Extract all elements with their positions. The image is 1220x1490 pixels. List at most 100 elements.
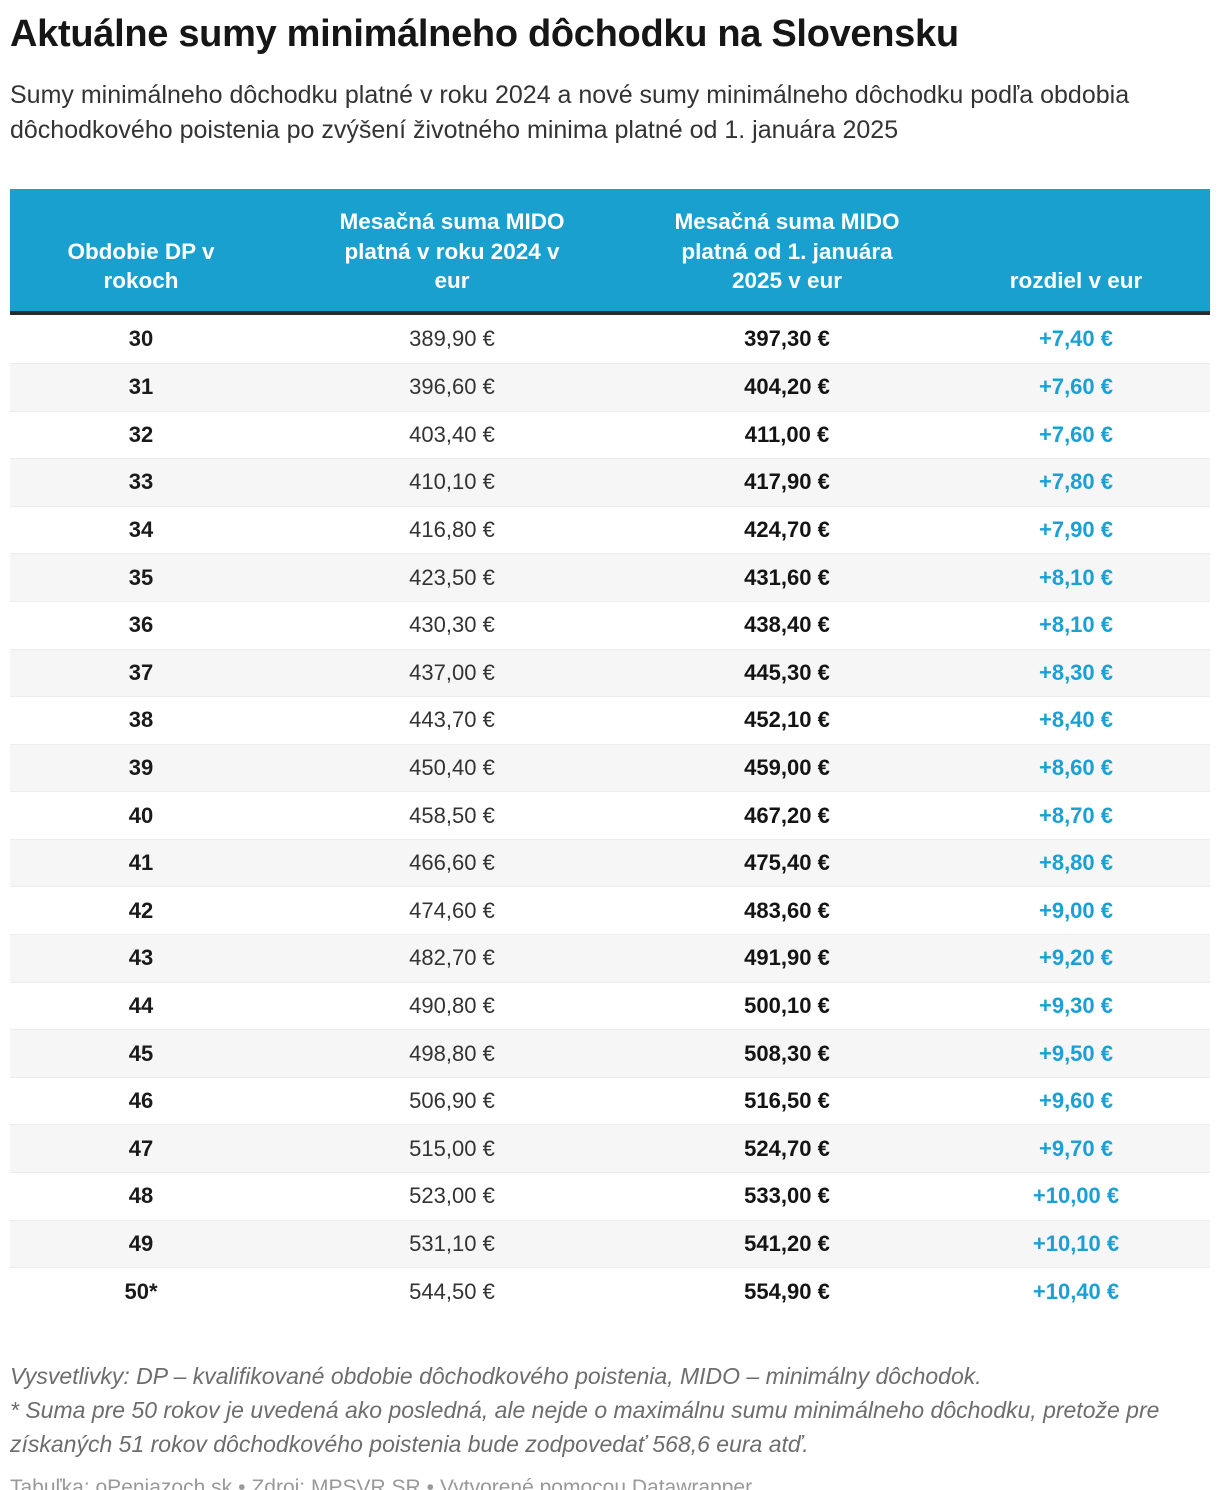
cell-sum-2025: 483,60 € — [744, 897, 830, 923]
cell-sum-2025: 516,50 € — [744, 1088, 830, 1114]
cell-sum-2025: 411,00 € — [744, 421, 830, 447]
table-row: 45 498,80 € 508,30 € +9,50 € — [10, 1029, 1210, 1077]
cell-sum-2024: 515,00 € — [409, 1135, 495, 1161]
table-row: 32 403,40 € 411,00 € +7,60 € — [10, 410, 1210, 459]
table-row: 42 474,60 € 483,60 € +9,00 € — [10, 886, 1210, 934]
cell-years: 41 — [128, 850, 154, 876]
cell-sum-2025: 475,40 € — [744, 850, 830, 876]
cell-years: 49 — [128, 1230, 154, 1256]
cell-diff: +9,20 € — [1038, 945, 1113, 971]
cell-years: 43 — [128, 945, 154, 971]
cell-sum-2024: 506,90 € — [409, 1088, 495, 1114]
cell-sum-2025: 438,40 € — [744, 612, 830, 638]
cell-diff: +9,60 € — [1038, 1088, 1113, 1114]
table-header-row: Obdobie DP v rokoch Mesačná suma MIDO pl… — [10, 188, 1210, 316]
table-row: 31 396,60 € 404,20 € +7,60 € — [10, 362, 1210, 411]
cell-diff: +7,40 € — [1038, 326, 1113, 352]
cell-sum-2024: 396,60 € — [409, 374, 495, 400]
table-row: 36 430,30 € 438,40 € +8,10 € — [10, 600, 1210, 649]
cell-diff: +10,00 € — [1032, 1183, 1120, 1209]
attribution-line: Tabuľka: oPeniazoch.sk • Zdroj: MPSVR SR • V… — [10, 1473, 1210, 1490]
table-row: 35 423,50 € 431,60 € +8,10 € — [10, 553, 1210, 601]
cell-years: 35 — [128, 564, 154, 590]
cell-diff: +8,10 € — [1038, 612, 1113, 638]
cell-years: 33 — [128, 469, 154, 495]
cell-sum-2024: 403,40 € — [409, 421, 495, 447]
cell-sum-2024: 458,50 € — [409, 802, 495, 828]
cell-sum-2024: 389,90 € — [409, 326, 495, 352]
cell-years: 30 — [128, 326, 154, 352]
table-row: 50* 544,50 € 554,90 € +10,40 € — [10, 1267, 1210, 1315]
cell-years: 46 — [128, 1088, 154, 1114]
cell-diff: +9,50 € — [1038, 1040, 1113, 1066]
cell-years: 48 — [128, 1183, 154, 1209]
column-header-sum-2024: Mesačná suma MIDO platná v roku 2024 v e… — [272, 207, 632, 297]
column-header-sum-2024-label: Mesačná suma MIDO platná v roku 2024 v e… — [339, 208, 565, 294]
table-row: 41 466,60 € 475,40 € +8,80 € — [10, 838, 1210, 887]
cell-diff: +7,60 € — [1038, 421, 1113, 447]
table-row: 48 523,00 € 533,00 € +10,00 € — [10, 1172, 1210, 1220]
cell-sum-2025: 445,30 € — [744, 659, 830, 685]
cell-years: 38 — [128, 707, 154, 733]
cell-sum-2025: 533,00 € — [744, 1183, 830, 1209]
cell-diff: +10,10 € — [1032, 1230, 1120, 1256]
cell-years: 50* — [124, 1278, 158, 1304]
cell-diff: +7,90 € — [1038, 517, 1113, 543]
column-header-diff: rozdiel v eur — [942, 266, 1210, 296]
table-row: 44 490,80 € 500,10 € +9,30 € — [10, 981, 1210, 1030]
cell-diff: +9,30 € — [1038, 992, 1113, 1018]
cell-sum-2025: 500,10 € — [744, 992, 830, 1018]
table-row: 39 450,40 € 459,00 € +8,60 € — [10, 743, 1210, 792]
cell-years: 32 — [128, 421, 154, 447]
cell-diff: +7,80 € — [1038, 469, 1113, 495]
cell-years: 44 — [128, 992, 154, 1018]
cell-years: 42 — [128, 897, 154, 923]
cell-sum-2024: 531,10 € — [409, 1230, 495, 1256]
cell-diff: +9,70 € — [1038, 1135, 1113, 1161]
cell-diff: +8,10 € — [1038, 564, 1113, 590]
cell-years: 39 — [128, 755, 154, 780]
column-header-years-label: Obdobie DP v rokoch — [67, 238, 215, 294]
table-row: 38 443,70 € 452,10 € +8,40 € — [10, 696, 1210, 744]
cell-diff: +8,70 € — [1038, 802, 1113, 828]
cell-diff: +8,60 € — [1038, 755, 1113, 780]
cell-sum-2025: 524,70 € — [744, 1135, 830, 1161]
cell-sum-2024: 443,70 € — [409, 707, 495, 733]
cell-years: 37 — [128, 659, 154, 685]
table-row: 37 437,00 € 445,30 € +8,30 € — [10, 648, 1210, 697]
page-subtitle: Sumy minimálneho dôchodku platné v roku … — [10, 80, 1130, 145]
cell-sum-2025: 467,20 € — [744, 802, 830, 828]
table-row: 49 531,10 € 541,20 € +10,10 € — [10, 1219, 1210, 1268]
pension-table: Obdobie DP v rokoch Mesačná suma MIDO pl… — [10, 188, 1210, 1315]
cell-years: 31 — [128, 374, 154, 400]
footnote-asterisk: * Suma pre 50 rokov je uvedená ako posle… — [10, 1396, 1160, 1457]
cell-sum-2024: 482,70 € — [409, 945, 495, 971]
cell-years: 47 — [128, 1135, 154, 1161]
cell-sum-2024: 450,40 € — [409, 755, 495, 780]
cell-years: 45 — [128, 1040, 154, 1066]
cell-diff: +7,60 € — [1038, 374, 1113, 400]
cell-sum-2025: 431,60 € — [744, 564, 830, 590]
table-row: 47 515,00 € 524,70 € +9,70 € — [10, 1124, 1210, 1173]
cell-sum-2024: 416,80 € — [409, 517, 495, 543]
cell-sum-2025: 404,20 € — [744, 374, 830, 400]
cell-sum-2025: 397,30 € — [744, 326, 830, 352]
cell-sum-2024: 410,10 € — [409, 469, 495, 495]
footnotes: Vysvetlivky: DP – kvalifikované obdobie … — [10, 1359, 1210, 1461]
cell-sum-2024: 474,60 € — [409, 897, 495, 923]
cell-years: 40 — [128, 802, 154, 828]
cell-sum-2025: 541,20 € — [744, 1230, 830, 1256]
cell-sum-2024: 430,30 € — [409, 612, 495, 638]
cell-sum-2024: 498,80 € — [409, 1040, 495, 1066]
cell-years: 34 — [128, 517, 154, 543]
cell-sum-2025: 508,30 € — [744, 1040, 830, 1066]
column-header-sum-2025: Mesačná suma MIDO platná od 1. januára 2… — [632, 207, 942, 297]
column-header-diff-label: rozdiel v eur — [1009, 268, 1143, 294]
attribution-table-credit-link[interactable]: Tabuľka: oPeniazoch.sk — [10, 1475, 233, 1490]
footnote-explanations: Vysvetlivky: DP – kvalifikované obdobie … — [10, 1362, 982, 1389]
cell-sum-2025: 554,90 € — [744, 1278, 830, 1304]
attribution-datawrapper-credit-link[interactable]: Vytvorené pomocou Datawrapper — [440, 1475, 753, 1490]
table-row: 33 410,10 € 417,90 € +7,80 € — [10, 458, 1210, 506]
attribution-separator: • — [426, 1475, 435, 1490]
